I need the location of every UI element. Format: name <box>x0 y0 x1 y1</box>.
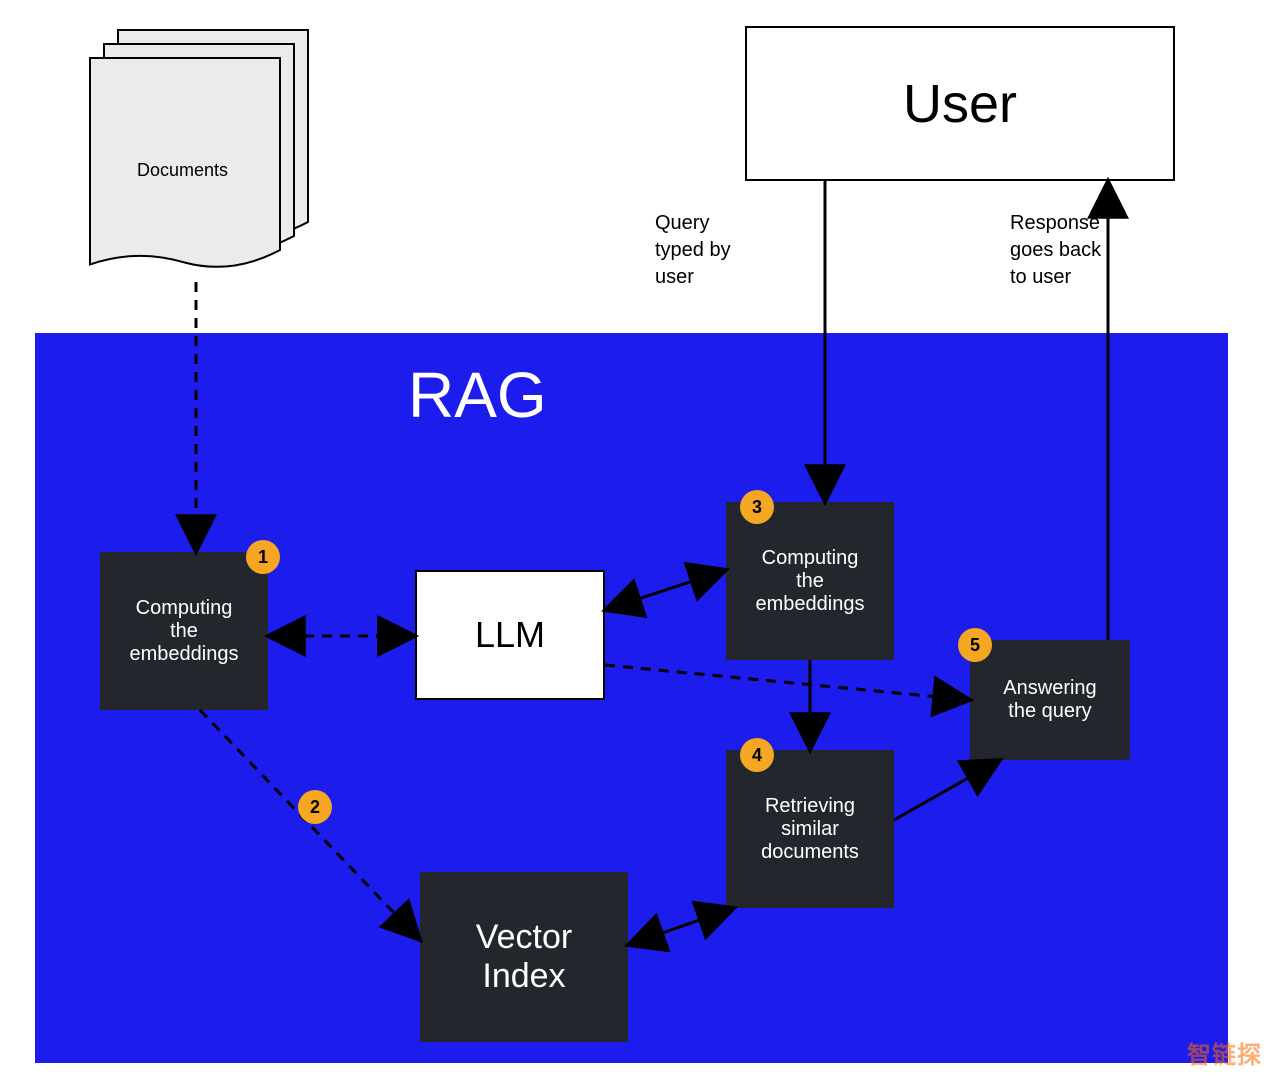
step-badge-3: 3 <box>740 490 774 524</box>
step-badge-5: 5 <box>958 628 992 662</box>
node-llm: LLM <box>415 570 605 700</box>
node-user-label: User <box>903 73 1017 135</box>
node-computing-embeddings-3: Computing the embeddings <box>726 502 894 660</box>
node-llm-label: LLM <box>475 614 545 656</box>
node-emb1-label: Computing the embeddings <box>130 597 239 666</box>
diagram-canvas: RAG User LLM Vector Index Computing the … <box>0 0 1268 1076</box>
node-vector-index: Vector Index <box>420 872 628 1042</box>
step-badge-2: 2 <box>298 790 332 824</box>
label-query: Query typed by user <box>655 210 731 291</box>
step-badge-4: 4 <box>740 738 774 772</box>
node-emb3-label: Computing the embeddings <box>756 547 865 616</box>
node-answer-label: Answering the query <box>1003 677 1096 723</box>
label-response: Response goes back to user <box>1010 210 1101 291</box>
node-user: User <box>745 26 1175 181</box>
node-retrieving-documents: Retrieving similar documents <box>726 750 894 908</box>
rag-title: RAG <box>408 358 547 432</box>
node-computing-embeddings-1: Computing the embeddings <box>100 552 268 710</box>
label-documents: Documents <box>137 158 228 182</box>
watermark: 智链探 <box>1187 1035 1262 1070</box>
node-retrieve-label: Retrieving similar documents <box>761 795 859 864</box>
node-answering-query: Answering the query <box>970 640 1130 760</box>
node-vector-label: Vector Index <box>476 918 572 996</box>
step-badge-1: 1 <box>246 540 280 574</box>
